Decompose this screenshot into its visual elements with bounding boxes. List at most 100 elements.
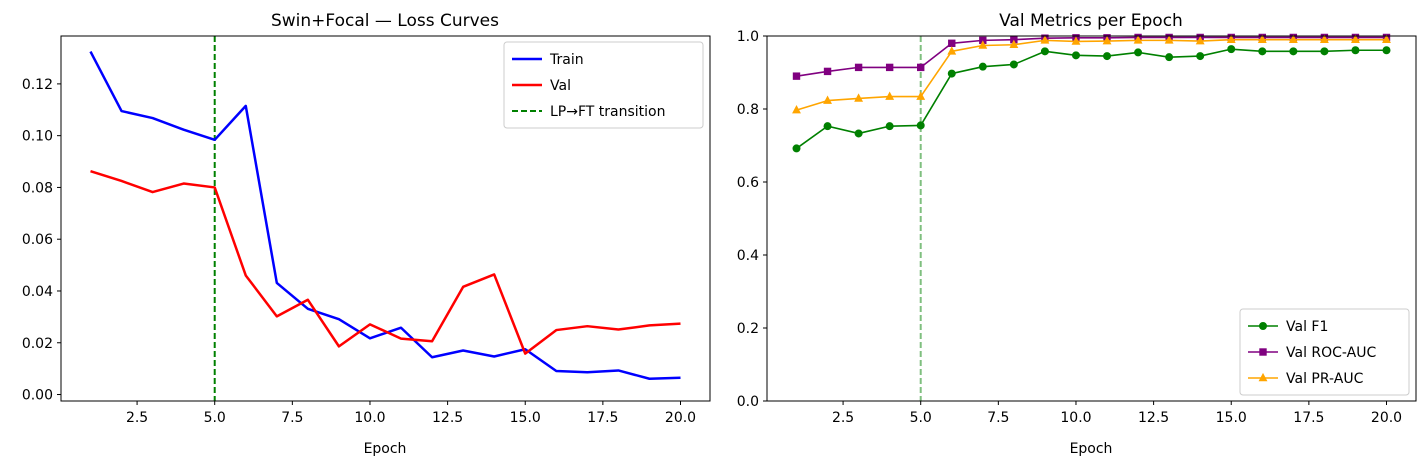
metrics-series-val-pr-auc-point [947, 46, 957, 55]
val-metrics-panel: Val Metrics per Epoch Epoch 2.5 5.0 7.5 10.… [737, 11, 1417, 457]
metrics-y-tick-label: 0.2 [737, 321, 759, 337]
metrics-series-val-pr-auc-point [1319, 34, 1329, 43]
loss-y-tick-label: 0.06 [22, 232, 53, 248]
metrics-y-tick-label: 1.0 [737, 29, 759, 45]
loss-legend-label: Val [550, 78, 571, 94]
metrics-series-val-pr-auc-line [796, 38, 1387, 111]
loss-x-tick-label: 20.0 [665, 410, 696, 426]
metrics-x-tick-label: 5.0 [910, 410, 932, 426]
metrics-series-val-f1-point [1351, 46, 1360, 55]
metrics-series-val-pr-auc-point [1382, 34, 1391, 43]
loss-chart-title: Swin+Focal — Loss Curves [271, 11, 499, 31]
metrics-series-val-pr-auc-point [1351, 34, 1360, 43]
metrics-series-val-f1-point [1165, 53, 1174, 62]
metrics-series-val-f1-point [854, 129, 863, 138]
metrics-series-val-pr-auc-point [1288, 34, 1298, 43]
metrics-series-val-f1-point [947, 69, 956, 78]
metrics-series-val-pr-auc-point [1164, 35, 1174, 44]
loss-axes-frame [60, 35, 711, 402]
metrics-series-val-f1-point [1196, 52, 1205, 61]
loss-series-val [90, 169, 681, 355]
metrics-series-val-roc-auc-point [948, 39, 956, 47]
loss-x-tick-label: 10.0 [354, 410, 385, 426]
metrics-legend-label: Val PR-AUC [1286, 371, 1364, 387]
metrics-series-val-pr-auc-point [916, 91, 926, 100]
loss-x-tick-label: 12.5 [432, 410, 463, 426]
loss-x-tick-label: 5.0 [204, 410, 226, 426]
loss-legend: Train Val LP→FT transition [503, 41, 704, 129]
loss-y-tick-label: 0.08 [22, 180, 53, 196]
metrics-series-val-f1-point [1009, 60, 1018, 69]
metrics-series-val-f1-point [1320, 47, 1329, 56]
metrics-series-val-roc-auc-point [885, 63, 894, 72]
loss-series-val-line [90, 169, 681, 355]
loss-y-tick-label: 0.02 [22, 336, 53, 352]
metrics-series-val-roc-auc-point [792, 72, 801, 80]
loss-plot-area: 2.5 5.0 7.5 10.0 12.5 15.0 17.5 20.0 0.00 0.02 0.0… [22, 35, 711, 426]
metrics-series-val-f1 [792, 45, 1391, 153]
metrics-chart-title: Val Metrics per Epoch [999, 11, 1183, 31]
metrics-x-tick-label: 2.5 [832, 410, 854, 426]
metrics-series-val-f1-point [1134, 48, 1143, 57]
metrics-series-val-f1-line [796, 48, 1387, 150]
loss-x-tick-label: 2.5 [126, 410, 148, 426]
metrics-axes-frame [766, 35, 1417, 402]
metrics-series-val-f1-point [823, 122, 832, 131]
metrics-series-val-f1-point [1040, 47, 1049, 56]
metrics-series-val-roc-auc-point [917, 63, 925, 72]
metrics-series-val-f1-point [1227, 45, 1236, 54]
metrics-x-tick-label: 7.5 [987, 410, 1009, 426]
metrics-series-val-pr-auc-point [823, 95, 832, 104]
loss-x-tick-label: 15.0 [510, 410, 541, 426]
metrics-y-tick-label: 0.6 [737, 175, 759, 191]
metrics-legend-marker [1259, 348, 1267, 356]
loss-y-tick-label: 0.00 [22, 388, 53, 404]
metrics-x-axis-label: Epoch [1070, 441, 1113, 457]
metrics-series-val-pr-auc [792, 34, 1391, 114]
metrics-series-val-roc-auc-line [796, 36, 1387, 77]
loss-y-tick-label: 0.12 [22, 77, 53, 93]
metrics-series-val-pr-auc-point [885, 91, 895, 100]
metrics-series-val-f1-point [978, 62, 987, 71]
loss-curves-panel: Swin+Focal — Loss Curves Epoch 2.5 5.0 7.5… [22, 11, 711, 457]
metrics-x-tick-label: 17.5 [1293, 410, 1324, 426]
metrics-legend-marker [1259, 322, 1267, 330]
metrics-series-val-f1-point [792, 144, 801, 153]
metrics-legend-marker [1258, 372, 1268, 382]
loss-x-tick-label: 17.5 [587, 410, 618, 426]
metrics-plot-area: 2.5 5.0 7.5 10.0 12.5 15.0 17.5 20.0 0.0 0.2 0.4 0.… [737, 29, 1417, 426]
metrics-series-val-pr-auc-point [1195, 36, 1205, 45]
metrics-y-tick-label: 0.8 [737, 102, 759, 118]
metrics-series-val-pr-auc-point [1009, 39, 1019, 49]
metrics-series-val-f1-point [1103, 52, 1112, 61]
metrics-series-val-pr-auc-point [1071, 36, 1081, 45]
metrics-y-tick-label: 0.0 [737, 394, 759, 410]
metrics-series-val-pr-auc-point [1226, 34, 1236, 43]
loss-y-tick-label: 0.10 [22, 129, 53, 145]
metrics-x-tick-label: 12.5 [1138, 410, 1169, 426]
metrics-series-val-f1-point [1258, 47, 1267, 56]
metrics-x-tick-label: 10.0 [1060, 410, 1091, 426]
loss-legend-label: LP→FT transition [550, 104, 665, 120]
metrics-series-val-pr-auc-point [854, 93, 864, 102]
loss-x-tick-label: 7.5 [281, 410, 303, 426]
metrics-series-val-pr-auc-point [1040, 35, 1050, 44]
metrics-x-tick-label: 15.0 [1216, 410, 1247, 426]
metrics-series-val-pr-auc-point [792, 105, 801, 114]
loss-y-tick-label: 0.04 [22, 284, 53, 300]
metrics-legend-box [1239, 308, 1410, 396]
metrics-series-val-roc-auc-point [854, 63, 863, 72]
metrics-series-val-pr-auc-point [1257, 34, 1267, 43]
metrics-y-tick-label: 0.4 [737, 248, 759, 264]
loss-x-axis-label: Epoch [364, 441, 407, 457]
metrics-series-val-f1-point [1382, 46, 1391, 55]
metrics-series-val-f1-point [1289, 47, 1298, 56]
metrics-series-val-pr-auc-point [1102, 36, 1112, 45]
metrics-series-val-f1-point [916, 121, 925, 130]
metrics-series-val-f1-point [885, 122, 894, 131]
loss-series-train-line [89, 50, 681, 380]
metrics-series-val-roc-auc-point [823, 67, 832, 76]
metrics-series-val-pr-auc-point [1133, 35, 1143, 44]
metrics-series-val-pr-auc-point [978, 40, 988, 49]
metrics-legend: Val F1 Val ROC-AUC Val PR-AUC [1239, 308, 1410, 396]
